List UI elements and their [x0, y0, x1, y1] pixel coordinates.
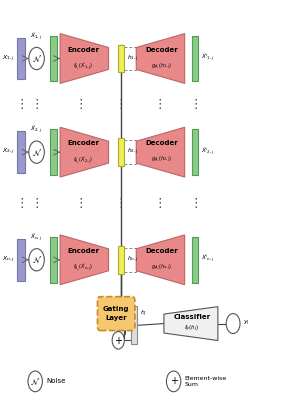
Circle shape [29, 141, 44, 163]
Polygon shape [136, 235, 185, 285]
Text: $h_{1,j}$: $h_{1,j}$ [127, 53, 138, 64]
Text: $\widetilde{X}'_{2,j}$: $\widetilde{X}'_{2,j}$ [201, 146, 215, 158]
Text: $f_{\theta_2}(\widetilde{X}_{2,j})$: $f_{\theta_2}(\widetilde{X}_{2,j})$ [73, 155, 93, 166]
Bar [192, 36, 198, 82]
Bar [118, 44, 124, 72]
Text: $X_{n,j}$: $X_{n,j}$ [2, 255, 15, 265]
Bar [17, 239, 25, 281]
Text: $\widetilde{X}_{1,j}$: $\widetilde{X}_{1,j}$ [30, 31, 43, 42]
Circle shape [29, 249, 44, 271]
Text: Element-wise
Sum: Element-wise Sum [185, 376, 227, 387]
Text: Decoder: Decoder [146, 140, 178, 146]
Circle shape [166, 371, 181, 392]
Bar [17, 38, 25, 80]
Circle shape [28, 371, 42, 392]
Text: $g_{\phi_2}(h_{2,j})$: $g_{\phi_2}(h_{2,j})$ [151, 155, 172, 165]
Text: ⋮: ⋮ [154, 198, 166, 210]
Text: $\widetilde{X}'_{n,j}$: $\widetilde{X}'_{n,j}$ [201, 254, 215, 265]
Text: ⋮: ⋮ [189, 198, 201, 210]
Bar [118, 246, 124, 274]
Bar [50, 129, 57, 175]
Text: Noise: Noise [46, 378, 66, 384]
Bar [50, 237, 57, 283]
Text: $\mathcal{N}$: $\mathcal{N}$ [32, 147, 42, 158]
Text: Gating: Gating [103, 306, 129, 312]
Text: $y_j$: $y_j$ [243, 319, 250, 328]
Bar [17, 131, 25, 173]
Text: ⋮: ⋮ [30, 98, 43, 111]
Text: $\mathcal{N}$: $\mathcal{N}$ [32, 254, 42, 265]
Circle shape [226, 314, 240, 334]
Text: $\mathcal{N}$: $\mathcal{N}$ [32, 53, 42, 64]
Bar [118, 138, 124, 166]
Polygon shape [60, 235, 109, 285]
Text: ⋮: ⋮ [115, 98, 127, 111]
Text: Decoder: Decoder [146, 248, 178, 254]
Text: ⋮: ⋮ [115, 198, 127, 210]
Text: $h_{2,j}$: $h_{2,j}$ [127, 147, 138, 157]
Text: $f_{\theta_n}(\widetilde{X}_{n,j})$: $f_{\theta_n}(\widetilde{X}_{n,j})$ [73, 262, 93, 273]
Text: +: + [170, 376, 178, 386]
Text: $\widetilde{X}'_{1,j}$: $\widetilde{X}'_{1,j}$ [201, 53, 215, 64]
Text: $\mathcal{N}$: $\mathcal{N}$ [30, 376, 40, 387]
Text: $f_{\theta_1}(\widetilde{X}_{1,j})$: $f_{\theta_1}(\widetilde{X}_{1,j})$ [73, 61, 93, 72]
Text: Encoder: Encoder [67, 47, 99, 53]
Text: ⋮: ⋮ [189, 98, 201, 111]
Text: Classifier: Classifier [173, 314, 211, 320]
Bar [131, 306, 137, 344]
Polygon shape [60, 127, 109, 177]
Circle shape [112, 332, 124, 349]
Text: ⋮: ⋮ [30, 198, 43, 210]
Polygon shape [164, 307, 218, 340]
Polygon shape [136, 34, 185, 84]
Text: ⋮: ⋮ [15, 198, 28, 210]
Circle shape [29, 47, 44, 70]
Text: $X_{1,j}$: $X_{1,j}$ [2, 53, 15, 64]
Bar [192, 237, 198, 283]
Text: ⋮: ⋮ [15, 98, 28, 111]
Polygon shape [136, 127, 185, 177]
Bar [50, 36, 57, 82]
Text: Encoder: Encoder [67, 248, 99, 254]
Text: $X_{2,j}$: $X_{2,j}$ [2, 147, 15, 157]
Text: ⋮: ⋮ [75, 98, 87, 111]
Text: $h_j$: $h_j$ [140, 309, 147, 319]
Text: Layer: Layer [105, 315, 127, 321]
Text: Decoder: Decoder [146, 47, 178, 53]
Text: $h_{n,j}$: $h_{n,j}$ [127, 255, 138, 265]
Text: $f_\psi(h_j)$: $f_\psi(h_j)$ [184, 324, 200, 334]
Text: $+$: $+$ [114, 335, 123, 346]
Text: $g_{\phi_n}(h_{n,j})$: $g_{\phi_n}(h_{n,j})$ [151, 263, 172, 273]
Text: $\widetilde{X}_{n,j}$: $\widetilde{X}_{n,j}$ [30, 233, 43, 244]
Text: ⋮: ⋮ [154, 98, 166, 111]
Text: ⋮: ⋮ [75, 198, 87, 210]
FancyBboxPatch shape [97, 297, 135, 330]
Text: Encoder: Encoder [67, 140, 99, 146]
Polygon shape [60, 34, 109, 84]
Text: $g_{\phi_1}(h_{1,j})$: $g_{\phi_1}(h_{1,j})$ [151, 61, 172, 72]
Text: $\widetilde{X}_{2,j}$: $\widetilde{X}_{2,j}$ [30, 125, 43, 136]
Bar [192, 129, 198, 175]
